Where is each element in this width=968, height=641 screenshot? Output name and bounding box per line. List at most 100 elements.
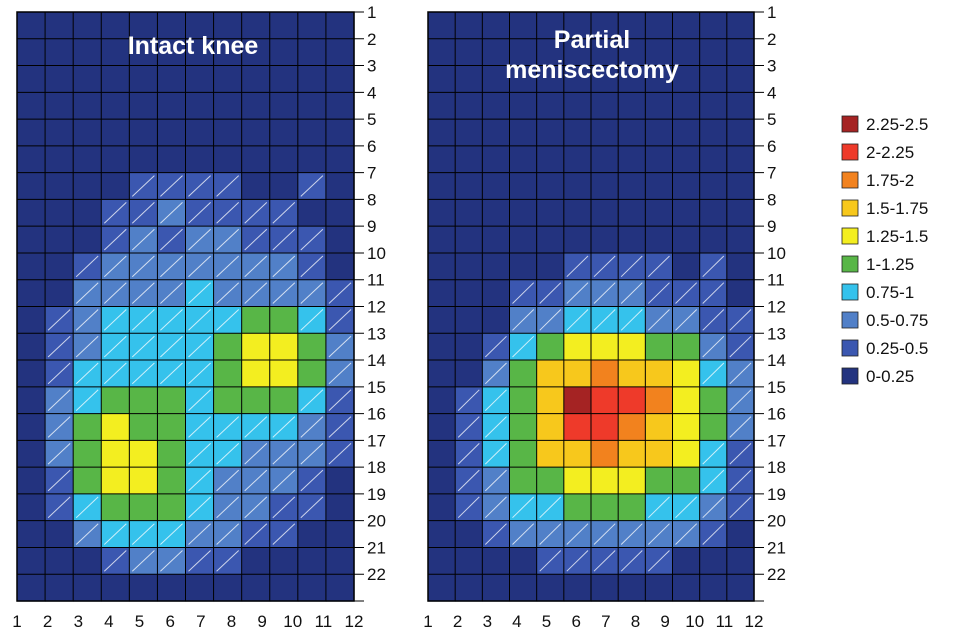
heatmap-cell — [241, 119, 271, 147]
cell-diagonal — [272, 469, 296, 492]
heatmap-cell — [726, 119, 755, 147]
heatmap-cell — [699, 12, 728, 40]
heatmap-cell — [157, 386, 187, 415]
cell-diagonal — [566, 550, 589, 572]
cell-diagonal — [131, 282, 155, 304]
cell-diagonal — [216, 202, 240, 224]
heatmap-cell — [536, 252, 565, 281]
legend-label: 2-2.25 — [866, 143, 914, 162]
heatmap-cell — [241, 92, 271, 120]
heatmap-cell — [509, 172, 538, 201]
heatmap-cell — [618, 226, 646, 254]
legend-label: 1.75-2 — [866, 171, 914, 190]
heatmap-cell — [509, 440, 538, 468]
cell-diagonal — [131, 255, 155, 278]
heatmap-cell — [325, 145, 355, 174]
cell-diagonal — [328, 335, 352, 358]
cell-diagonal — [729, 362, 752, 385]
legend-item: 2.25-2.5 — [841, 115, 928, 134]
heatmap-cell — [101, 119, 130, 147]
cell-diagonal — [160, 202, 183, 224]
heatmap-cell — [455, 574, 483, 602]
heatmap-cell — [428, 172, 456, 201]
heatmap-cell — [618, 413, 646, 441]
cell-diagonal — [131, 228, 155, 251]
cell-diagonal — [484, 523, 507, 545]
cell-diagonal — [328, 362, 352, 385]
heatmap-cell — [269, 145, 299, 174]
y-tick-label: 5 — [367, 110, 376, 129]
y-tick-label: 7 — [367, 164, 376, 183]
heatmap-cell — [726, 12, 755, 40]
heatmap-cell — [129, 92, 159, 120]
heatmap-cell — [726, 252, 755, 281]
x-tick-label: 9 — [660, 612, 669, 631]
heatmap-cell — [618, 199, 646, 227]
heatmap-cell — [591, 38, 619, 67]
heatmap-cell — [563, 145, 592, 174]
heatmap-cell — [269, 386, 299, 415]
cell-diagonal — [272, 228, 296, 251]
heatmap-cell — [157, 413, 187, 441]
heatmap-cell — [325, 12, 355, 40]
heatmap-cell — [455, 279, 483, 308]
heatmap-cell — [591, 65, 619, 93]
heatmap-cell — [269, 333, 299, 361]
heatmap-cell — [645, 413, 674, 441]
y-tick-label: 10 — [367, 244, 386, 263]
x-tick-label: 6 — [165, 612, 174, 631]
cell-diagonal — [272, 523, 296, 545]
legend-swatch — [841, 171, 859, 189]
cell-diagonal — [188, 389, 211, 411]
cell-diagonal — [75, 496, 99, 519]
heatmap-cell — [618, 119, 646, 147]
heatmap-cell — [101, 172, 130, 201]
heatmap-cell — [482, 119, 511, 147]
heatmap-cell — [591, 467, 619, 495]
y-tick-label: 18 — [367, 458, 386, 477]
cell-diagonal — [160, 282, 183, 304]
heatmap-cell — [325, 199, 355, 227]
heatmap-cell — [17, 12, 46, 40]
heatmap-cell — [699, 386, 728, 415]
heatmap-cell — [45, 279, 74, 308]
heatmap-cell — [482, 38, 511, 67]
cell-diagonal — [675, 496, 698, 519]
legend-label: 0.25-0.5 — [866, 339, 928, 358]
cell-diagonal — [160, 335, 183, 358]
heatmap-cell — [269, 172, 299, 201]
cell-diagonal — [103, 228, 127, 251]
cell-diagonal — [539, 550, 562, 572]
cell-diagonal — [188, 550, 211, 572]
heatmap-cell — [536, 333, 565, 361]
cell-diagonal — [103, 523, 127, 545]
heatmap-cell — [213, 360, 243, 388]
heatmap-cell — [699, 172, 728, 201]
cell-diagonal — [300, 389, 324, 411]
cell-diagonal — [47, 309, 71, 331]
heatmap-cell — [591, 199, 619, 227]
y-tick-label: 13 — [767, 324, 786, 343]
heatmap-cell — [645, 12, 674, 40]
heatmap-cell — [297, 199, 327, 227]
heatmap-cell — [672, 333, 701, 361]
cell-diagonal — [484, 496, 507, 519]
heatmap-cell — [509, 386, 538, 415]
heatmap-cell — [17, 306, 46, 334]
heatmap-cell — [129, 119, 159, 147]
heatmap-cell — [699, 226, 728, 254]
legend-item: 0.25-0.5 — [841, 339, 928, 358]
heatmap-cell — [645, 467, 674, 495]
cell-diagonal — [244, 228, 268, 251]
y-tick-label: 1 — [767, 3, 776, 22]
heatmap-cell — [672, 386, 701, 415]
y-tick-label: 10 — [767, 244, 786, 263]
heatmap-cell — [17, 226, 46, 254]
heatmap-cell — [455, 360, 483, 388]
legend-item: 1.5-1.75 — [841, 199, 928, 218]
y-tick-label: 21 — [367, 539, 386, 558]
heatmap-cell — [672, 413, 701, 441]
heatmap-cell — [45, 547, 74, 575]
cell-diagonal — [47, 469, 71, 492]
